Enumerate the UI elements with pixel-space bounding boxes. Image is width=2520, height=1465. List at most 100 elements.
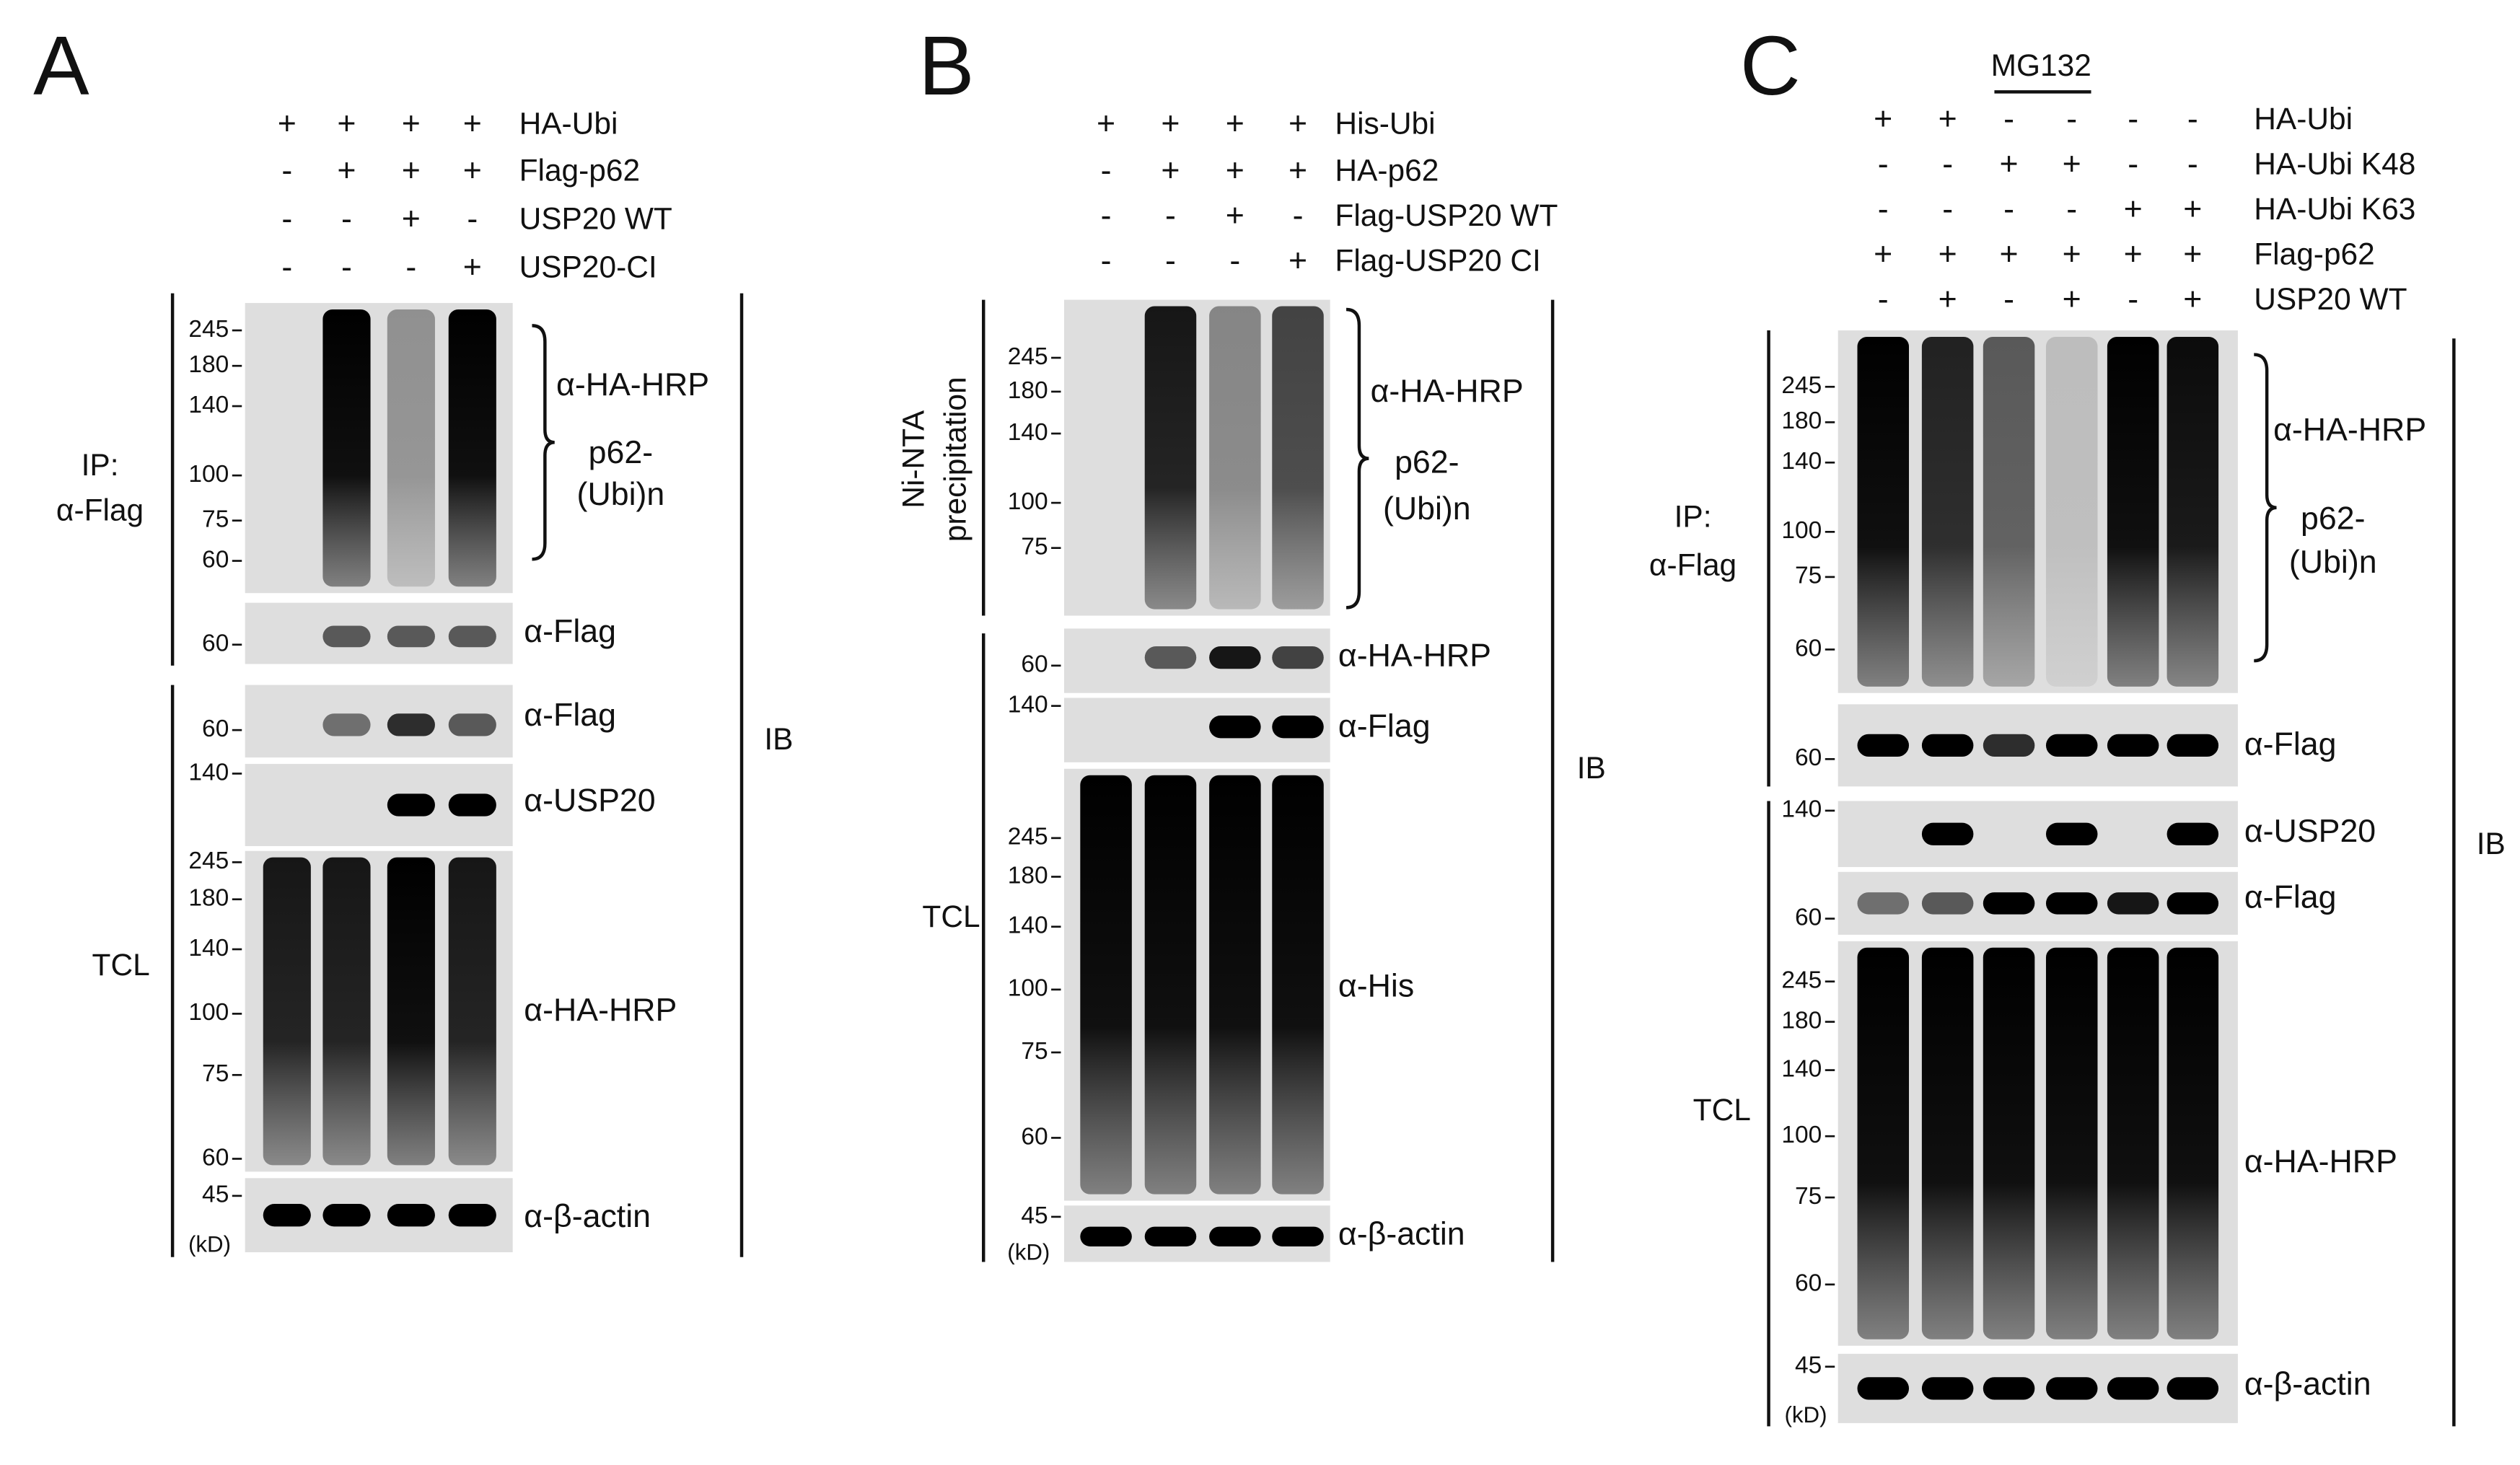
band [1209,1226,1261,1246]
lane-sign: + [1161,153,1180,188]
lane-sign: + [2183,237,2202,272]
lane-sign: + [1097,106,1115,141]
band [2107,892,2159,915]
marker-label: 75 [1795,563,1822,589]
condition-name: Flag-USP20 CI [1335,243,1540,277]
smear [2107,947,2159,1339]
lane-sign: + [1874,237,1892,272]
marker-label: 75 [1795,1183,1822,1210]
lane-sign: + [2063,237,2081,272]
lane-sign: - [2128,282,2138,317]
marker-label: 245 [188,316,229,343]
section-label: Ni-NTA [897,410,931,509]
marker-label: 140 [188,392,229,418]
condition-name: His-Ubi [1335,106,1435,140]
band [1080,1226,1132,1246]
lane-sign: - [1878,282,1889,317]
smear [263,857,311,1166]
ib-label: IB [764,722,793,756]
smear [1144,306,1197,610]
marker-label: 180 [1781,1007,1822,1034]
antibody-label: α-HA-HRP [556,367,709,402]
marker-label: 60 [1021,1123,1048,1150]
smear [322,309,371,587]
smear [1144,775,1197,1195]
band [1272,646,1324,669]
marker-label: 45 [1021,1202,1048,1229]
lane-sign: - [2187,101,2198,136]
treatment-label: MG132 [1991,48,2091,82]
marker-label: 100 [188,999,229,1026]
band [1209,716,1261,739]
smear [1857,947,1910,1339]
band [1272,716,1324,739]
lane-sign: - [281,201,292,237]
smear [1921,336,1974,687]
band [2045,822,2098,845]
smear [2045,336,2098,687]
lane-sign: - [1101,153,1112,188]
antibody-label: α-Flag [524,698,616,733]
band [1921,892,1974,915]
condition-name: USP20-CI [519,250,657,283]
smear [387,309,435,587]
lane-sign: - [1165,198,1176,233]
smear [1921,947,1974,1339]
condition-name: HA-Ubi [2254,102,2353,136]
section-label: precipitation [939,377,973,542]
marker-label: 140 [1008,691,1048,718]
lane-sign: + [1226,153,1244,188]
lane-sign: - [2003,192,2014,227]
lane-sign: - [1942,146,1953,182]
lane-sign: + [2183,282,2202,317]
condition-name: USP20 WT [2254,282,2407,316]
band [387,713,435,736]
band [322,1204,371,1227]
lane-sign: + [1874,101,1892,136]
smear [448,857,496,1166]
marker-label: 45 [202,1182,229,1208]
marker-label: 75 [202,1060,229,1087]
lane-sign: + [463,106,482,141]
marker-label: 180 [188,351,229,378]
marker-label: 100 [1008,975,1048,1002]
lane-sign: - [341,201,352,237]
smear [322,857,371,1166]
band [2166,822,2219,845]
lane-sign: + [2183,192,2202,227]
section-label: α-Flag [56,493,144,527]
band [2107,1377,2159,1400]
lane-sign: + [402,153,421,188]
antibody-label: α-Flag [2244,726,2337,762]
band [263,1204,311,1227]
antibody-label: α-β-actin [524,1199,651,1234]
band [1921,734,1974,757]
band [1983,892,2035,915]
smear [2045,947,2098,1339]
unit-label: (kD) [1007,1240,1050,1265]
band [1983,1377,2035,1400]
lane-sign: + [2063,282,2081,317]
marker-label: 100 [188,461,229,488]
panel-label: B [918,19,975,113]
band [1272,1226,1324,1246]
marker-label: 140 [1008,912,1048,939]
smear [1857,336,1910,687]
marker-label: 60 [202,1144,229,1171]
lane-sign: - [2066,192,2077,227]
condition-name: HA-Ubi K63 [2254,192,2415,226]
band [2166,892,2219,915]
antibody-label: α-HA-HRP [1338,638,1491,673]
antibody-label: α-Flag [524,614,616,649]
marker-label: 245 [1008,343,1048,370]
lane-sign: + [2124,192,2143,227]
marker-label: 60 [202,716,229,742]
lane-sign: - [2128,101,2138,136]
section-label: TCL [1693,1093,1751,1127]
lane-sign: - [1878,146,1889,182]
bracket-label: p62- [589,435,653,470]
band [2166,1377,2219,1400]
lane-sign: + [337,106,356,141]
marker-label: 180 [188,885,229,912]
marker-label: 75 [1021,1038,1048,1065]
